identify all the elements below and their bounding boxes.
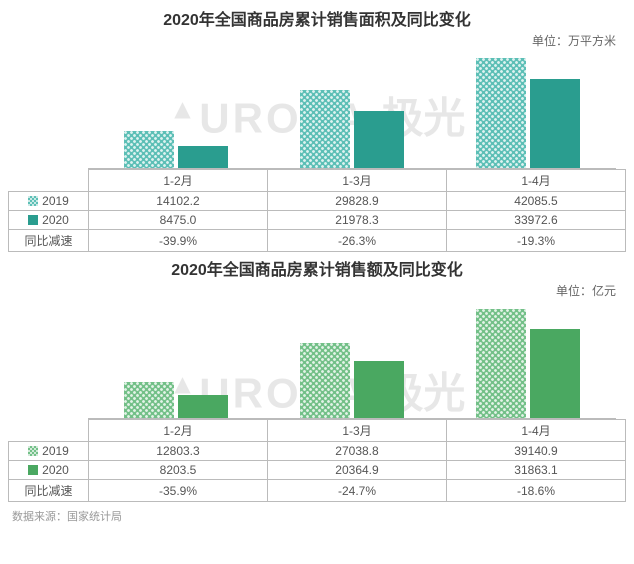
- bar-group: [476, 309, 580, 418]
- chart-unit: 单位：亿元: [8, 282, 626, 299]
- data-table: 1-2月1-3月1-4月201914102.229828.942085.5202…: [8, 169, 626, 252]
- table-header-row: 1-2月1-3月1-4月: [9, 420, 626, 442]
- bar-2020: [178, 146, 228, 168]
- chart-title: 2020年全国商品房累计销售额及同比变化: [8, 256, 626, 280]
- table-value-cell: 29828.9: [268, 192, 447, 211]
- bar-2020: [178, 395, 228, 418]
- table-category-cell: 1-3月: [268, 170, 447, 192]
- table-value-cell: 42085.5: [447, 192, 626, 211]
- table-series-label: 2020: [9, 461, 89, 480]
- table-category-cell: 1-3月: [268, 420, 447, 442]
- table-yoy-label: 同比减速: [9, 230, 89, 252]
- table-value-cell: 21978.3: [268, 211, 447, 230]
- chart-plot-area: [88, 49, 616, 169]
- bar-2019: [476, 58, 526, 168]
- bar-2020: [530, 329, 580, 418]
- legend-year-label: 2020: [42, 463, 69, 477]
- bar-2019: [300, 343, 350, 418]
- table-series-row: 2019 14102.229828.942085.5: [9, 192, 626, 211]
- table-yoy-cell: -35.9%: [89, 480, 268, 502]
- legend-year-label: 2019: [42, 194, 69, 208]
- legend-swatch-icon: [28, 215, 38, 225]
- bar-2020: [530, 79, 580, 168]
- table-yoy-label: 同比减速: [9, 480, 89, 502]
- table-yoy-row: 同比减速-35.9%-24.7%-18.6%: [9, 480, 626, 502]
- table-corner-cell: [9, 170, 89, 192]
- table-value-cell: 14102.2: [89, 192, 268, 211]
- table-value-cell: 8475.0: [89, 211, 268, 230]
- bar-group: [124, 382, 228, 418]
- legend-swatch-icon: [28, 446, 38, 456]
- bar-2019: [476, 309, 526, 418]
- bar-2019: [124, 131, 174, 168]
- table-corner-cell: [9, 420, 89, 442]
- table-series-row: 2020 8203.520364.931863.1: [9, 461, 626, 480]
- table-yoy-cell: -24.7%: [268, 480, 447, 502]
- legend-swatch-icon: [28, 465, 38, 475]
- legend-year-label: 2019: [42, 444, 69, 458]
- bar-2019: [300, 90, 350, 168]
- bar-2019: [124, 382, 174, 418]
- chart-title: 2020年全国商品房累计销售面积及同比变化: [8, 6, 626, 30]
- table-value-cell: 27038.8: [268, 442, 447, 461]
- legend-year-label: 2020: [42, 213, 69, 227]
- table-yoy-cell: -18.6%: [447, 480, 626, 502]
- table-value-cell: 31863.1: [447, 461, 626, 480]
- table-value-cell: 12803.3: [89, 442, 268, 461]
- bar-2020: [354, 111, 404, 168]
- bar-2020: [354, 361, 404, 418]
- table-value-cell: 33972.6: [447, 211, 626, 230]
- bar-group: [124, 131, 228, 168]
- table-category-cell: 1-4月: [447, 420, 626, 442]
- chart-plot-area: [88, 299, 616, 419]
- legend-swatch-icon: [28, 196, 38, 206]
- table-category-cell: 1-2月: [89, 170, 268, 192]
- table-header-row: 1-2月1-3月1-4月: [9, 170, 626, 192]
- table-value-cell: 20364.9: [268, 461, 447, 480]
- chart-unit: 单位：万平方米: [8, 32, 626, 49]
- table-series-row: 2020 8475.021978.333972.6: [9, 211, 626, 230]
- table-series-label: 2019: [9, 192, 89, 211]
- chart-area: 2020年全国商品房累计销售面积及同比变化单位：万平方米 1-2月1-3月1-4月…: [8, 6, 626, 252]
- table-yoy-cell: -39.9%: [89, 230, 268, 252]
- source-note: 数据来源：国家统计局: [8, 508, 626, 524]
- data-table: 1-2月1-3月1-4月201912803.327038.839140.9202…: [8, 419, 626, 502]
- table-value-cell: 39140.9: [447, 442, 626, 461]
- bar-group: [476, 58, 580, 168]
- table-series-label: 2020: [9, 211, 89, 230]
- table-yoy-cell: -19.3%: [447, 230, 626, 252]
- chart-value: 2020年全国商品房累计销售额及同比变化单位：亿元1-2月1-3月1-4月201…: [8, 256, 626, 502]
- table-yoy-row: 同比减速-39.9%-26.3%-19.3%: [9, 230, 626, 252]
- bar-group: [300, 90, 404, 168]
- bar-group: [300, 343, 404, 418]
- table-category-cell: 1-2月: [89, 420, 268, 442]
- table-category-cell: 1-4月: [447, 170, 626, 192]
- table-yoy-cell: -26.3%: [268, 230, 447, 252]
- table-series-row: 2019 12803.327038.839140.9: [9, 442, 626, 461]
- table-value-cell: 8203.5: [89, 461, 268, 480]
- table-series-label: 2019: [9, 442, 89, 461]
